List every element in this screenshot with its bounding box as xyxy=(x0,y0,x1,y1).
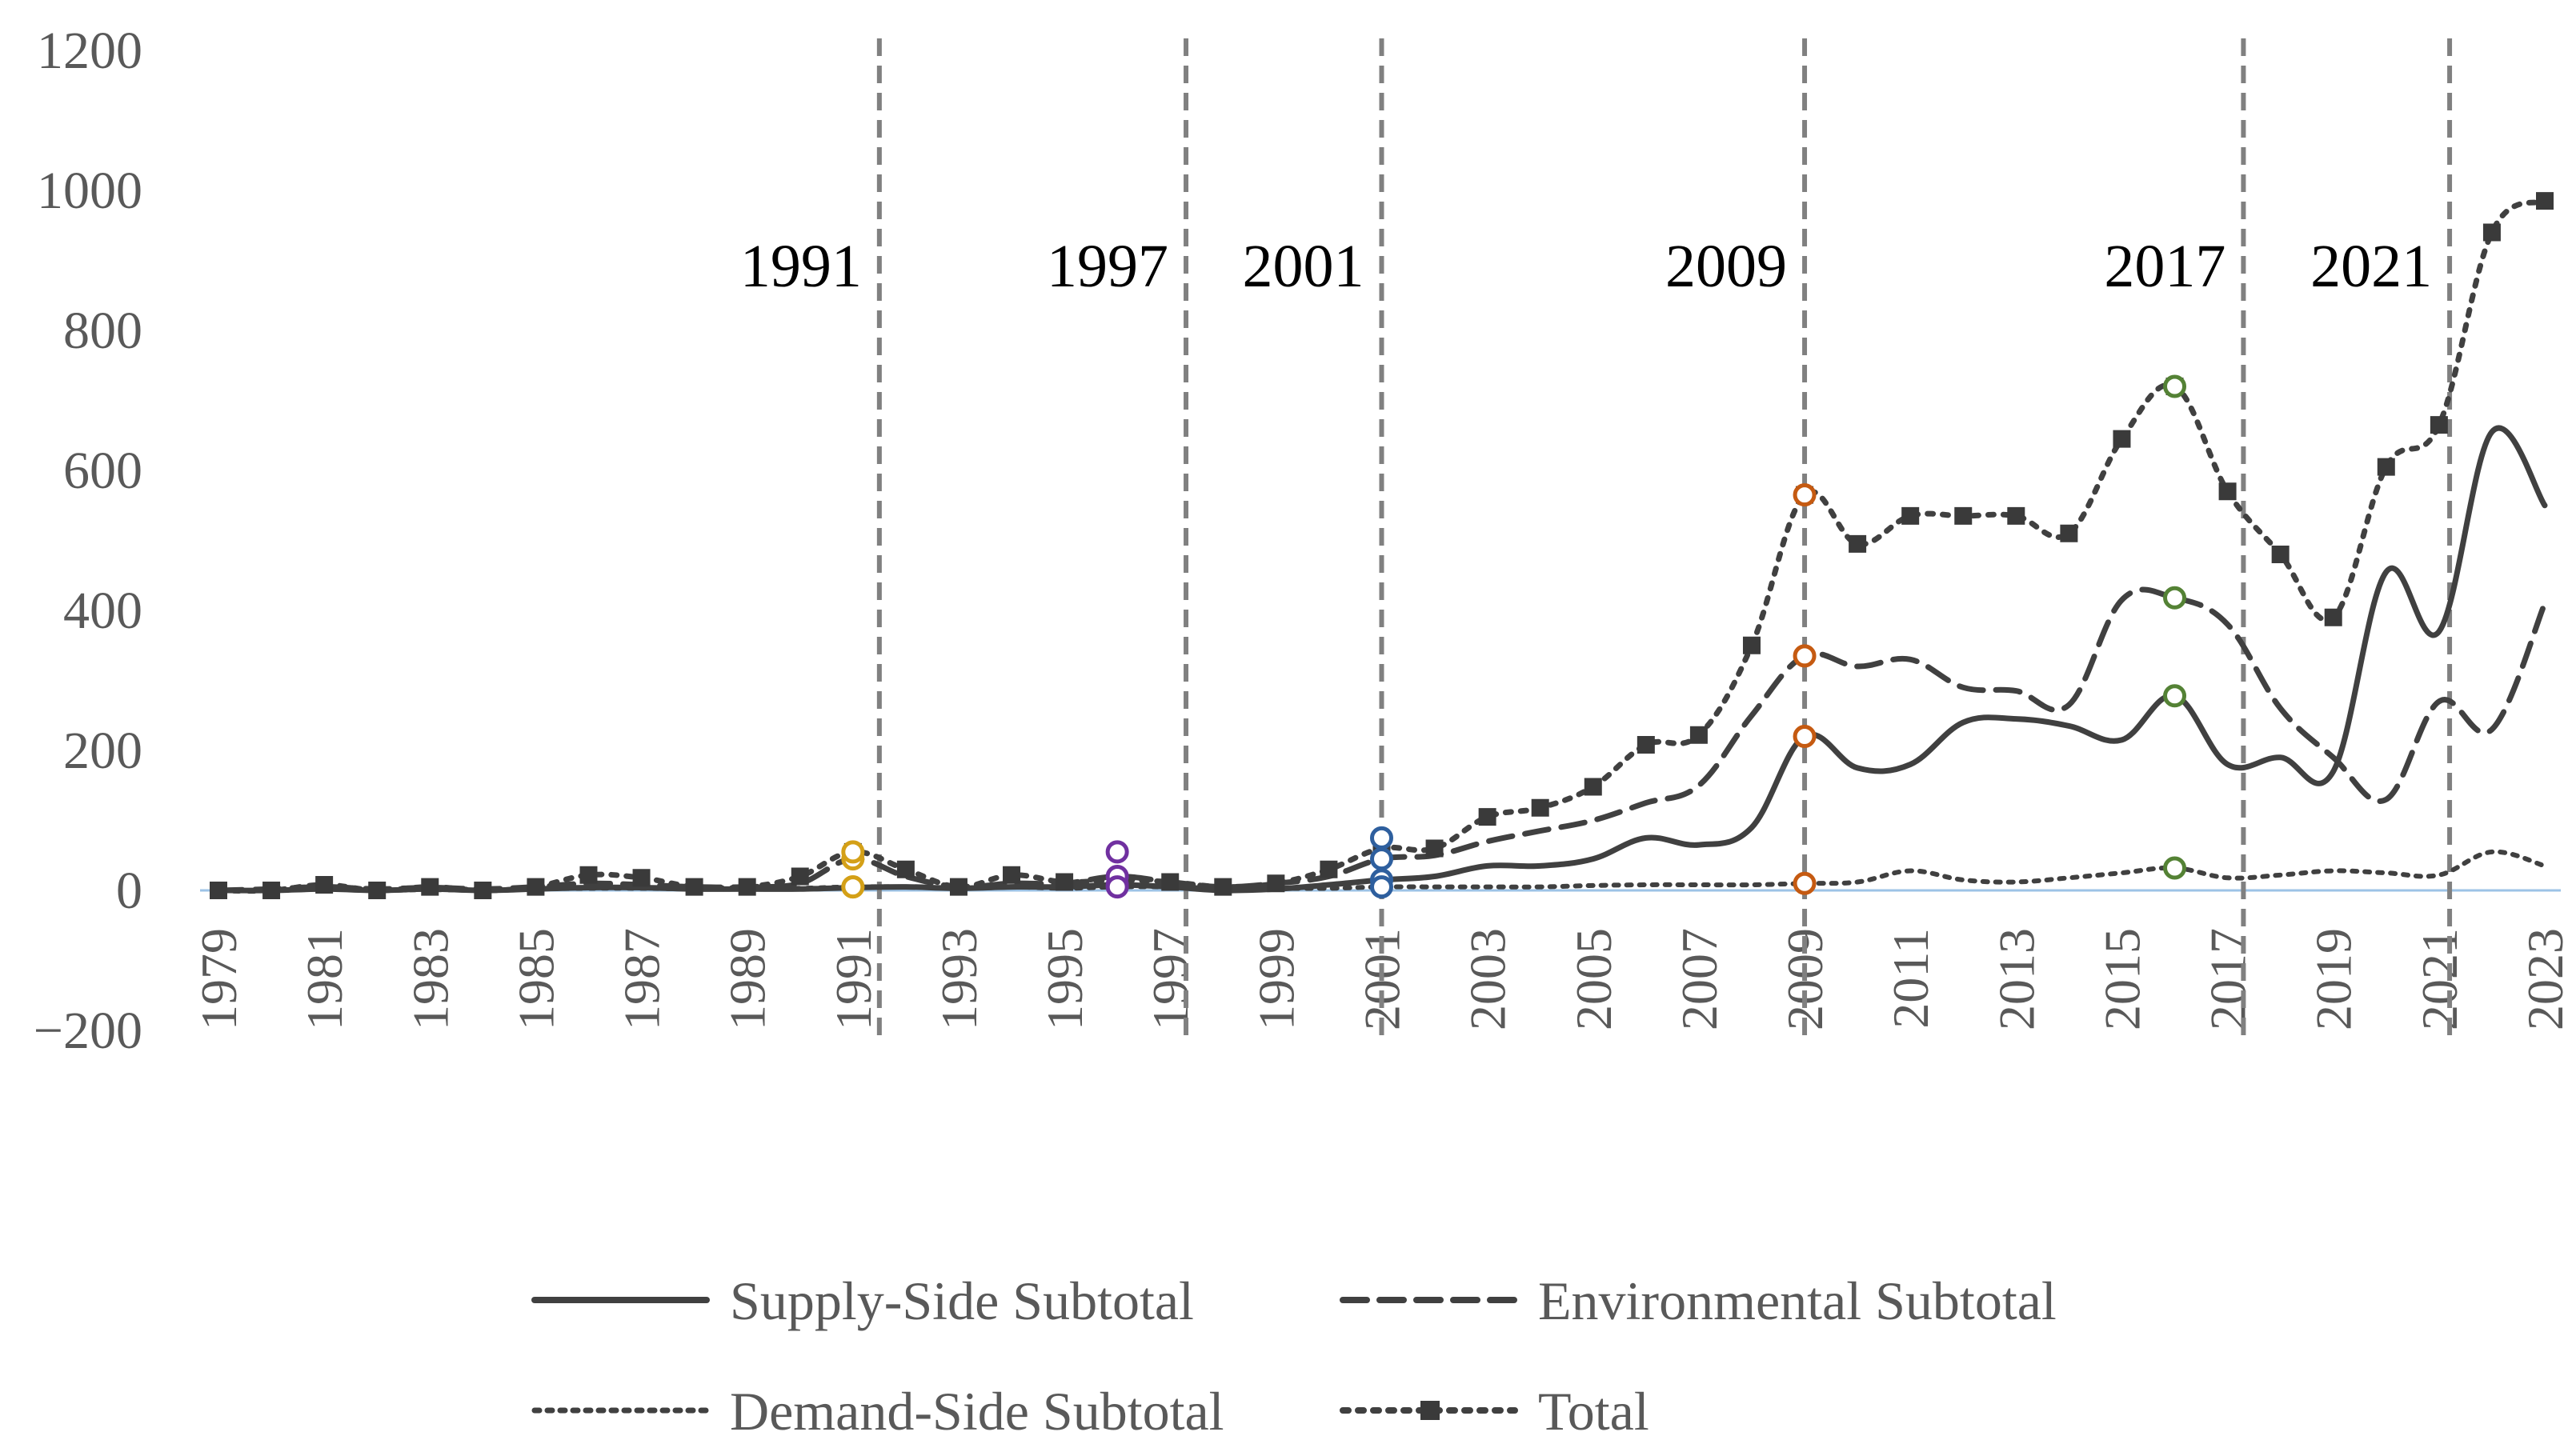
total-point-marker xyxy=(368,882,387,899)
period-label: 2017 xyxy=(2104,233,2225,300)
x-tick-label: 1991 xyxy=(825,928,882,1030)
total-point-marker xyxy=(2536,192,2554,210)
x-tick-label: 2003 xyxy=(1460,928,1516,1030)
period-label: 2021 xyxy=(2310,233,2432,300)
x-tick-label: 2015 xyxy=(2093,928,2150,1030)
total-point-marker xyxy=(1161,873,1180,891)
total-point-marker xyxy=(1849,534,1867,553)
y-tick-label: 400 xyxy=(63,582,142,640)
x-tick-label: 1979 xyxy=(190,928,247,1030)
total-point-marker xyxy=(2218,482,2237,501)
total-point-marker xyxy=(2377,458,2395,476)
x-tick-label: 2005 xyxy=(1565,928,1622,1030)
x-tick-label: 1999 xyxy=(1248,928,1304,1030)
legend-label: Supply-Side Subtotal xyxy=(730,1270,1194,1331)
total-point-marker xyxy=(1320,860,1338,878)
highlight-marker xyxy=(1793,644,1817,668)
x-tick-label: 1995 xyxy=(1036,928,1093,1030)
x-tick-label: 1993 xyxy=(931,928,988,1030)
total-point-marker xyxy=(2113,430,2131,448)
total-point-marker xyxy=(1531,798,1549,817)
total-point-marker xyxy=(1689,726,1708,744)
x-tick-label: 2013 xyxy=(1988,928,2045,1030)
x-tick-label: 1989 xyxy=(719,928,776,1030)
total-point-marker xyxy=(1478,808,1496,826)
x-tick-label: 2019 xyxy=(2306,928,2362,1030)
highlight-marker xyxy=(841,875,865,899)
period-label: 2001 xyxy=(1243,233,1364,300)
total-point-marker xyxy=(474,882,492,899)
highlight-marker xyxy=(1105,840,1129,864)
total-point-marker xyxy=(2007,506,2025,525)
period-label: 2009 xyxy=(1665,233,1787,300)
series-line xyxy=(215,425,2548,894)
total-point-marker xyxy=(791,867,809,886)
x-tick-label: 1983 xyxy=(402,928,459,1030)
total-point-marker xyxy=(738,878,756,896)
x-tick-label: 1985 xyxy=(507,928,564,1030)
total-point-marker xyxy=(685,878,703,896)
series-line xyxy=(215,586,2548,894)
x-tick-label: 1997 xyxy=(1142,928,1199,1030)
total-point-marker xyxy=(527,878,545,896)
total-point-marker xyxy=(1742,636,1761,654)
legend-label: Environmental Subtotal xyxy=(1538,1270,2057,1331)
total-point-marker xyxy=(896,860,915,878)
total-point-marker xyxy=(421,878,439,896)
highlight-marker xyxy=(2163,374,2187,398)
x-tick-label: 2017 xyxy=(2200,928,2257,1030)
x-tick-label: 1987 xyxy=(614,928,671,1030)
legend-swatch-marker xyxy=(1420,1401,1440,1420)
highlight-marker xyxy=(1793,483,1817,507)
highlight-marker xyxy=(1793,871,1817,895)
total-point-marker xyxy=(1003,866,1021,884)
legend-label: Demand-Side Subtotal xyxy=(730,1381,1224,1442)
y-tick-label: 600 xyxy=(63,442,142,500)
y-tick-label: 0 xyxy=(116,862,142,920)
highlight-marker xyxy=(1793,725,1817,748)
total-point-marker xyxy=(1425,839,1444,858)
total-point-marker xyxy=(1056,873,1074,891)
total-point-marker xyxy=(1637,736,1655,754)
y-tick-label: −200 xyxy=(34,1002,142,1060)
total-point-marker xyxy=(315,876,334,894)
total-point-marker xyxy=(949,878,968,896)
total-point-marker xyxy=(2482,223,2501,242)
highlight-marker xyxy=(1370,875,1393,899)
highlight-marker xyxy=(2163,586,2187,610)
total-point-marker xyxy=(2430,416,2448,434)
highlight-marker xyxy=(2163,684,2187,708)
x-tick-label: 2011 xyxy=(1882,928,1939,1029)
highlight-marker xyxy=(2163,856,2187,880)
total-point-marker xyxy=(1214,878,1232,896)
y-tick-label: 1000 xyxy=(37,162,142,220)
total-point-marker xyxy=(1901,506,1920,525)
y-tick-label: 800 xyxy=(63,302,142,360)
legend-label: Total xyxy=(1538,1381,1649,1442)
total-point-marker xyxy=(1267,874,1285,893)
x-tick-label: 1981 xyxy=(296,928,353,1030)
highlight-marker xyxy=(841,840,865,864)
highlight-marker xyxy=(1370,826,1393,850)
total-point-marker xyxy=(210,882,227,899)
x-tick-label: 2021 xyxy=(2411,928,2468,1030)
total-point-marker xyxy=(2271,546,2290,563)
period-label: 1997 xyxy=(1047,233,1168,300)
highlight-marker xyxy=(1370,847,1393,871)
total-point-marker xyxy=(632,869,651,887)
x-tick-label: 2023 xyxy=(2517,928,2574,1030)
period-label: 1991 xyxy=(740,233,862,300)
y-tick-label: 1200 xyxy=(37,22,142,80)
y-tick-label: 200 xyxy=(63,722,142,780)
total-point-marker xyxy=(2324,608,2342,626)
total-point-marker xyxy=(1954,506,1973,525)
total-point-marker xyxy=(579,866,598,884)
total-point-marker xyxy=(2060,524,2078,542)
total-point-marker xyxy=(262,882,281,899)
highlight-marker xyxy=(1105,875,1129,899)
total-point-marker xyxy=(1584,778,1602,796)
x-tick-label: 2007 xyxy=(1671,928,1728,1030)
